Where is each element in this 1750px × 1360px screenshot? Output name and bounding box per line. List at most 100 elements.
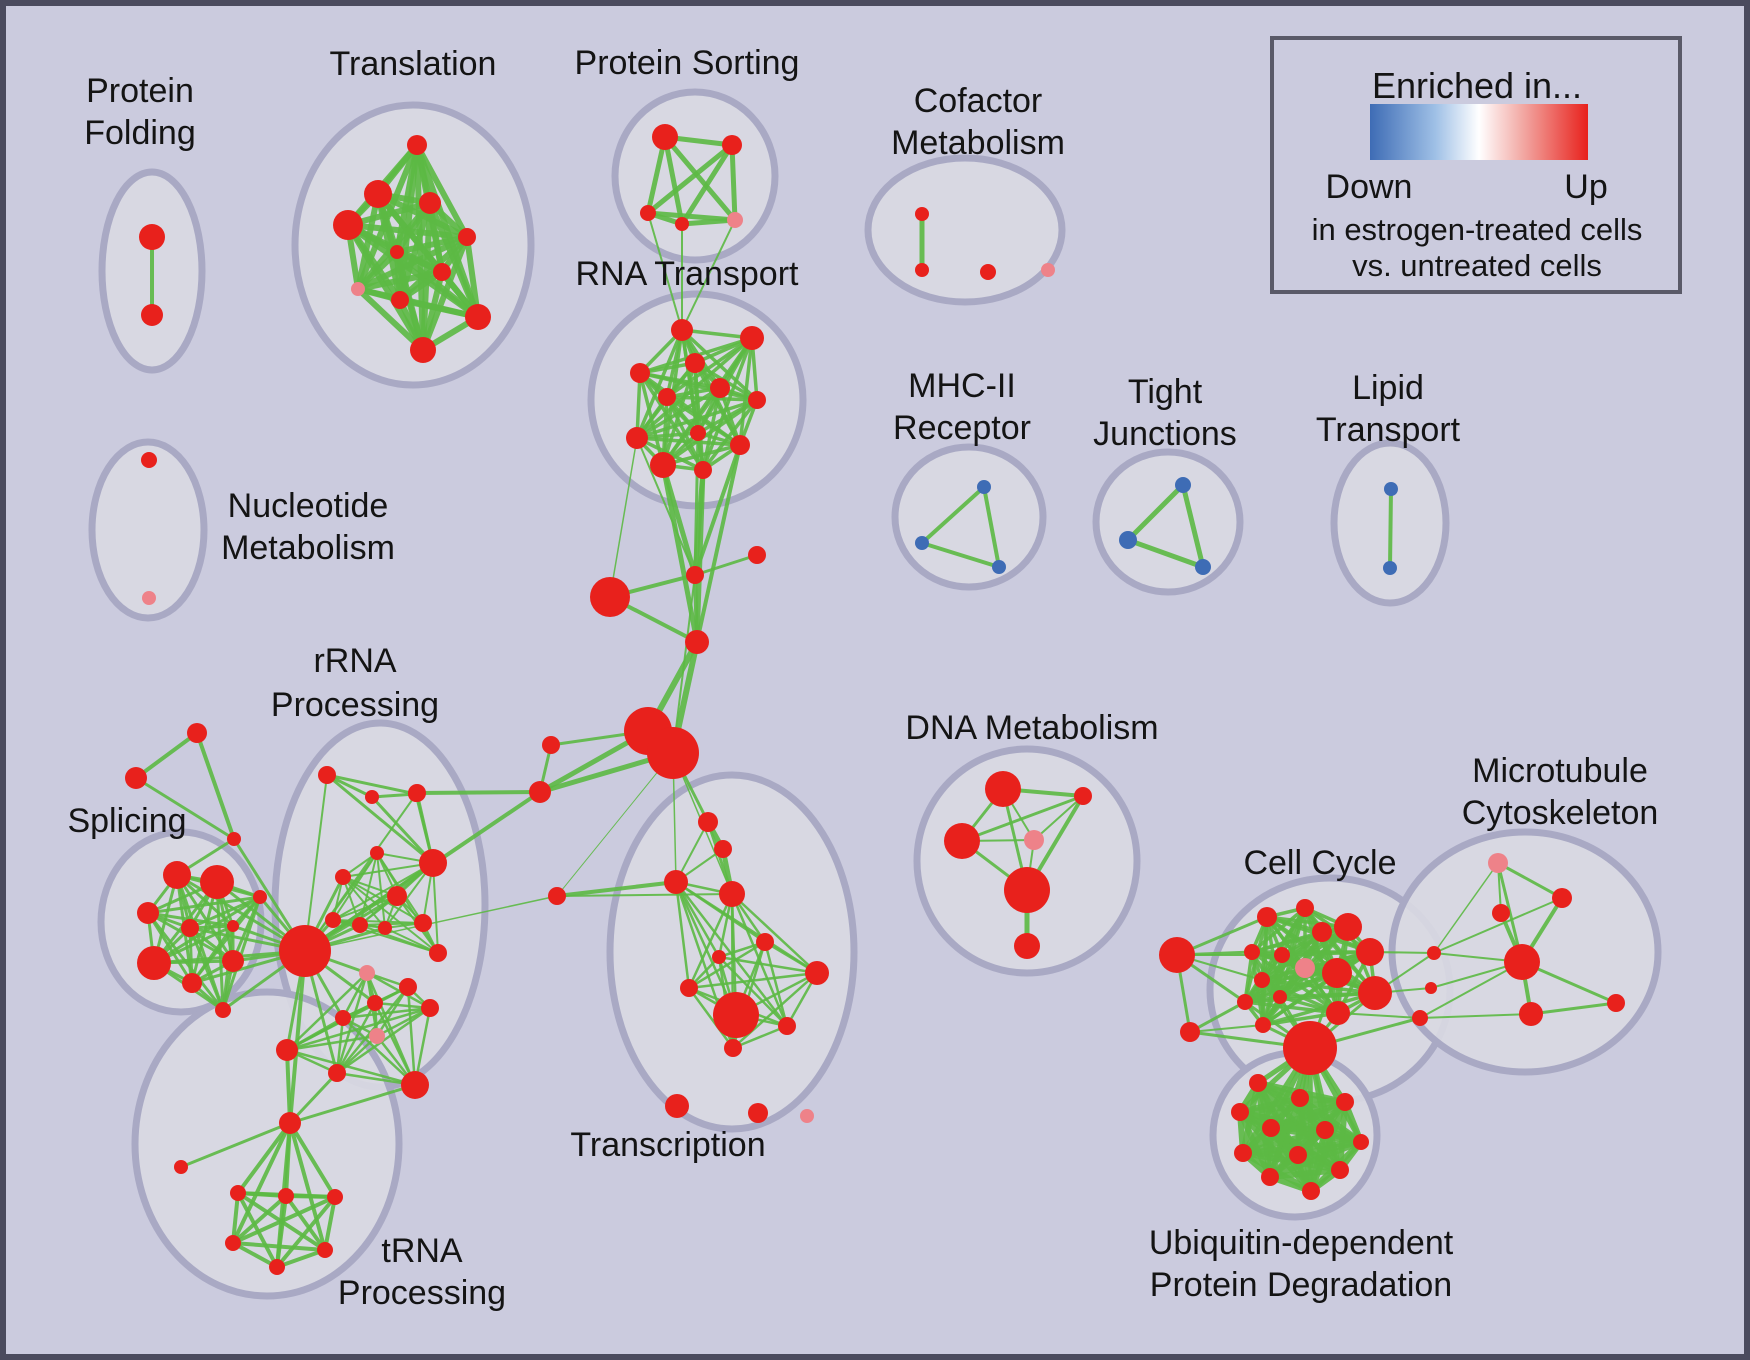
- network-node: [1289, 1146, 1307, 1164]
- cluster-label-protein-sorting: Protein Sorting: [575, 44, 800, 82]
- network-node: [1425, 982, 1437, 994]
- network-node: [359, 965, 375, 981]
- legend-up-label: Up: [1564, 168, 1607, 206]
- network-edge: [415, 790, 542, 795]
- network-node: [915, 536, 929, 550]
- network-edge: [763, 940, 789, 1028]
- network-edge: [288, 1083, 417, 1125]
- legend: Enriched in... Down Up in estrogen-treated …: [1270, 36, 1682, 294]
- cluster-ellipse-tight-junctions: [1092, 448, 1244, 596]
- network-node: [125, 767, 147, 789]
- network-edge: [341, 1006, 432, 1020]
- network-edge: [662, 134, 738, 223]
- network-node: [1237, 994, 1253, 1010]
- network-node: [1014, 933, 1040, 959]
- network-edge: [695, 443, 742, 644]
- network-node: [710, 378, 730, 398]
- network-node: [685, 353, 705, 373]
- network-node: [369, 1028, 385, 1044]
- cluster-ellipse-cofactor-metabolism: [864, 154, 1066, 306]
- network-edge: [729, 142, 738, 223]
- network-edge: [556, 752, 674, 897]
- network-edge: [1188, 1000, 1247, 1034]
- network-node: [727, 212, 743, 228]
- network-node: [279, 925, 331, 977]
- network-node: [225, 1235, 241, 1251]
- network-node: [675, 217, 689, 231]
- network-node: [174, 1160, 188, 1174]
- network-node: [335, 869, 351, 885]
- network-edge: [635, 436, 742, 447]
- network-node: [364, 180, 392, 208]
- network-node: [694, 461, 712, 479]
- network-node: [1257, 907, 1277, 927]
- network-node: [142, 591, 156, 605]
- network-node: [419, 849, 447, 877]
- network-edge: [635, 436, 705, 472]
- network-node: [351, 282, 365, 296]
- cluster-label-cell-cycle: Cell Cycle: [1243, 844, 1396, 882]
- network-edge: [730, 892, 819, 975]
- network-edge: [341, 971, 369, 1020]
- network-node: [1119, 531, 1137, 549]
- network-node: [182, 973, 202, 993]
- network-node: [401, 1071, 429, 1099]
- cluster-label-rna-transport: RNA Transport: [576, 255, 800, 293]
- network-edge: [982, 485, 1001, 569]
- network-node: [980, 264, 996, 280]
- cluster-label-transcription: Transcription: [570, 1126, 765, 1164]
- network-node: [227, 832, 241, 846]
- network-edge: [556, 893, 733, 897]
- cluster-label-cofactor-metabolism: Metabolism: [891, 124, 1065, 162]
- network-edge: [1261, 950, 1372, 1027]
- network-node: [410, 337, 436, 363]
- network-node: [215, 1002, 231, 1018]
- network-node: [1195, 559, 1211, 575]
- network-edge: [717, 955, 819, 975]
- cluster-label-rrna-processing: Processing: [271, 686, 439, 724]
- network-node: [465, 304, 491, 330]
- network-edge: [1388, 487, 1393, 570]
- cluster-label-mhc2-receptor: MHC-II: [908, 367, 1016, 405]
- network-node: [1488, 853, 1508, 873]
- network-edge: [332, 862, 434, 921]
- legend-box: [1270, 36, 1682, 294]
- network-node: [333, 210, 363, 240]
- network-edge: [284, 1194, 327, 1252]
- network-node: [141, 304, 163, 326]
- network-node: [1334, 913, 1362, 941]
- network-node: [1041, 263, 1055, 277]
- network-node: [391, 291, 409, 309]
- network-edge: [1433, 897, 1563, 954]
- network-edge: [960, 794, 1085, 843]
- network-node: [419, 192, 441, 214]
- cluster-ellipses-layer: [88, 88, 1662, 1300]
- cluster-label-protein-folding: Folding: [84, 114, 196, 152]
- network-edge: [1280, 950, 1372, 957]
- network-node: [1336, 1093, 1354, 1111]
- network-node: [542, 736, 560, 754]
- network-node: [1383, 561, 1397, 575]
- network-node: [1175, 477, 1191, 493]
- network-node: [365, 790, 379, 804]
- network-edge: [731, 1024, 789, 1050]
- network-edge: [687, 892, 734, 990]
- network-edge: [645, 142, 735, 216]
- network-node: [1316, 1121, 1334, 1139]
- network-node: [1552, 888, 1572, 908]
- cluster-label-nucleotide-metabolism: Metabolism: [221, 529, 395, 567]
- network-node: [421, 999, 439, 1017]
- network-edge: [701, 398, 759, 472]
- network-node: [181, 919, 199, 937]
- network-edge: [179, 1121, 292, 1169]
- network-node: [664, 870, 688, 894]
- network-node: [327, 1189, 343, 1205]
- network-edge: [288, 1121, 327, 1252]
- network-edge: [1189, 1024, 1264, 1033]
- network-edge: [134, 731, 199, 780]
- cluster-label-rrna-processing: rRNA: [313, 642, 396, 680]
- network-node: [778, 1017, 796, 1035]
- network-edge: [231, 1195, 337, 1245]
- network-node: [137, 946, 171, 980]
- network-edge: [647, 212, 683, 331]
